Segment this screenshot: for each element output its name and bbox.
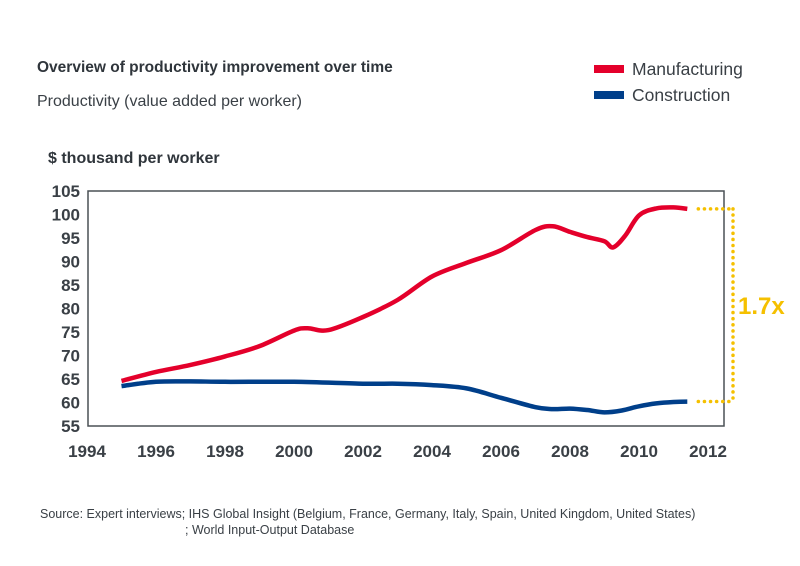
x-tick-label: 2000	[275, 442, 313, 461]
x-axis-ticks: 1994 1996 1998 2000 2002 2004 2006 2008 2010 2012	[68, 442, 727, 461]
chart-title: Overview of productivity improvement ove…	[37, 59, 393, 76]
x-tick-label: 2002	[344, 442, 382, 461]
y-tick-label: 60	[61, 394, 80, 413]
y-tick-label: 95	[61, 229, 80, 248]
y-tick-label: 85	[61, 276, 80, 295]
plot-frame	[87, 190, 725, 427]
legend-item-manufacturing: Manufacturing	[594, 56, 743, 82]
y-tick-label: 100	[52, 206, 80, 225]
y-tick-label: 105	[52, 182, 80, 201]
x-tick-label: 2004	[413, 442, 451, 461]
chart-subtitle: Productivity (value added per worker)	[37, 93, 303, 110]
x-tick-label: 1994	[68, 442, 106, 461]
x-tick-label: 2010	[620, 442, 658, 461]
source-line-2: ; World Input-Output Database	[185, 523, 355, 537]
y-tick-label: 65	[61, 370, 80, 389]
annotation-ratio-label: 1.7x	[738, 293, 785, 320]
y-tick-label: 90	[61, 253, 80, 272]
legend-swatch-construction	[594, 91, 624, 99]
y-tick-label: 70	[61, 347, 80, 366]
series-line-construction	[121, 379, 688, 415]
source-note: Source: Expert interviews; IHS Global In…	[40, 506, 695, 538]
y-tick-label: 75	[61, 323, 80, 342]
legend-item-construction: Construction	[594, 82, 743, 108]
x-tick-label: 2006	[482, 442, 520, 461]
y-axis-unit-label: $ thousand per worker	[48, 150, 220, 167]
y-tick-label: 55	[61, 417, 80, 436]
legend-label: Manufacturing	[632, 58, 743, 79]
x-tick-label: 1998	[206, 442, 244, 461]
legend-label: Construction	[632, 84, 731, 105]
legend-swatch-manufacturing	[594, 65, 624, 73]
x-tick-label: 1996	[137, 442, 175, 461]
series-lines	[120, 205, 688, 415]
legend: Manufacturing Construction	[594, 56, 743, 108]
y-tick-label: 80	[61, 300, 80, 319]
series-line-manufacturing	[120, 205, 688, 384]
x-tick-label: 2008	[551, 442, 589, 461]
y-axis-ticks: 55 60 65 70 75 80 85 90 95 100 105	[52, 182, 80, 436]
source-line-1: Source: Expert interviews; IHS Global In…	[40, 507, 696, 521]
ratio-annotation: 1.7x	[696, 207, 785, 404]
x-tick-label: 2012	[689, 442, 727, 461]
